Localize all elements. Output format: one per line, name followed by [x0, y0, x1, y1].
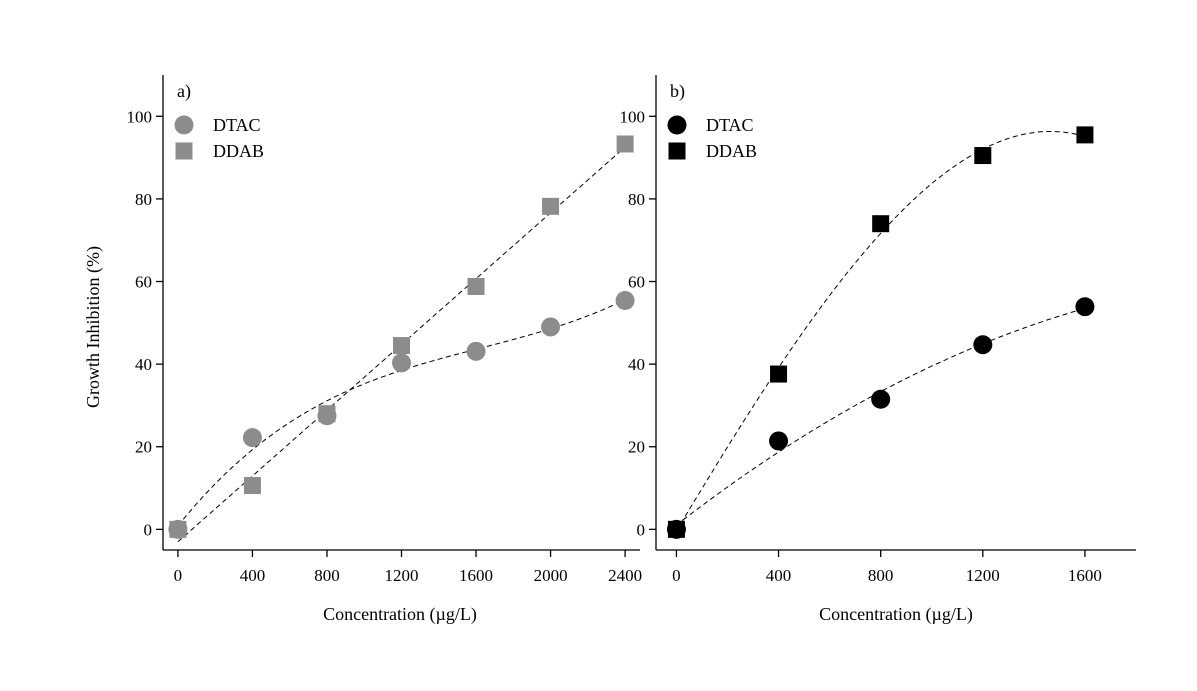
panel-label: a): [177, 81, 191, 102]
data-point-dtac: [615, 291, 635, 311]
chart-panel-2: 0 20 40 60 80 100 0 400 800 1200 1600 Concentration…: [620, 75, 1136, 625]
x-tick-label: 0: [174, 566, 183, 585]
y-tick-label: 0: [144, 520, 153, 539]
data-point-ddab: [169, 520, 187, 538]
data-point-dtac: [392, 353, 411, 373]
x-tick-label: 2000: [534, 566, 568, 585]
data-point-dtac: [466, 341, 486, 361]
data-point-ddab: [1076, 126, 1094, 144]
y-tick-label: 100: [620, 107, 646, 126]
y-tick-label: 40: [135, 355, 152, 374]
fit-curve-ddab: [675, 131, 1086, 532]
chart-panel-1: 0 20 40 60 80 100 0 400 800 1200 1600 2000 2400 Conce…: [127, 75, 642, 625]
x-tick-label: 800: [868, 566, 894, 585]
data-point-dtac: [242, 428, 262, 448]
y-tick-label: 60: [628, 273, 645, 292]
data-point-dtac: [769, 431, 789, 451]
y-tick-label: 20: [628, 438, 645, 457]
data-point-ddab: [467, 277, 485, 295]
data-point-ddab: [770, 365, 788, 383]
y-tick-label: 60: [135, 273, 152, 292]
data-point-dtac: [541, 317, 561, 337]
data-point-dtac: [1075, 297, 1095, 317]
panel-label: b): [670, 81, 685, 102]
x-tick-label: 1600: [1068, 566, 1102, 585]
y-tick-label: 80: [135, 190, 152, 209]
legend-label-dtac: DTAC: [706, 115, 754, 135]
legend-marker-dtac: [174, 115, 194, 135]
y-axis-title: Growth Inhibition (%): [83, 246, 104, 408]
y-tick-label: 0: [637, 520, 646, 539]
data-point-ddab: [243, 477, 261, 495]
y-tick-label: 40: [628, 355, 645, 374]
y-tick-label: 20: [135, 438, 152, 457]
x-tick-label: 1200: [385, 566, 419, 585]
x-axis-title: Concentration (µg/L): [323, 604, 477, 625]
data-point-ddab: [974, 147, 992, 165]
fit-curve-dtac: [676, 308, 1086, 526]
legend-marker-dtac: [667, 115, 687, 135]
data-point-ddab: [393, 337, 410, 355]
x-tick-label: 0: [672, 566, 681, 585]
x-tick-label: 1200: [966, 566, 1000, 585]
y-tick-label: 100: [127, 107, 153, 126]
legend-label-dtac: DTAC: [213, 115, 261, 135]
legend-marker-ddab: [668, 142, 686, 160]
x-tick-label: 400: [240, 566, 266, 585]
x-tick-label: 800: [314, 566, 340, 585]
legend-label-ddab: DDAB: [213, 141, 264, 161]
legend-label-ddab: DDAB: [706, 141, 757, 161]
x-tick-label: 400: [766, 566, 792, 585]
data-point-dtac: [871, 389, 891, 409]
data-point-ddab: [318, 405, 336, 423]
data-point-dtac: [973, 335, 993, 355]
data-point-ddab: [667, 520, 685, 538]
x-tick-label: 1600: [459, 566, 493, 585]
x-tick-label: 2400: [608, 566, 642, 585]
data-point-ddab: [872, 215, 890, 233]
x-axis-title: Concentration (µg/L): [819, 604, 973, 625]
data-point-ddab: [542, 197, 560, 215]
data-point-ddab: [616, 135, 634, 153]
legend-marker-ddab: [175, 142, 193, 160]
y-tick-label: 80: [628, 190, 645, 209]
